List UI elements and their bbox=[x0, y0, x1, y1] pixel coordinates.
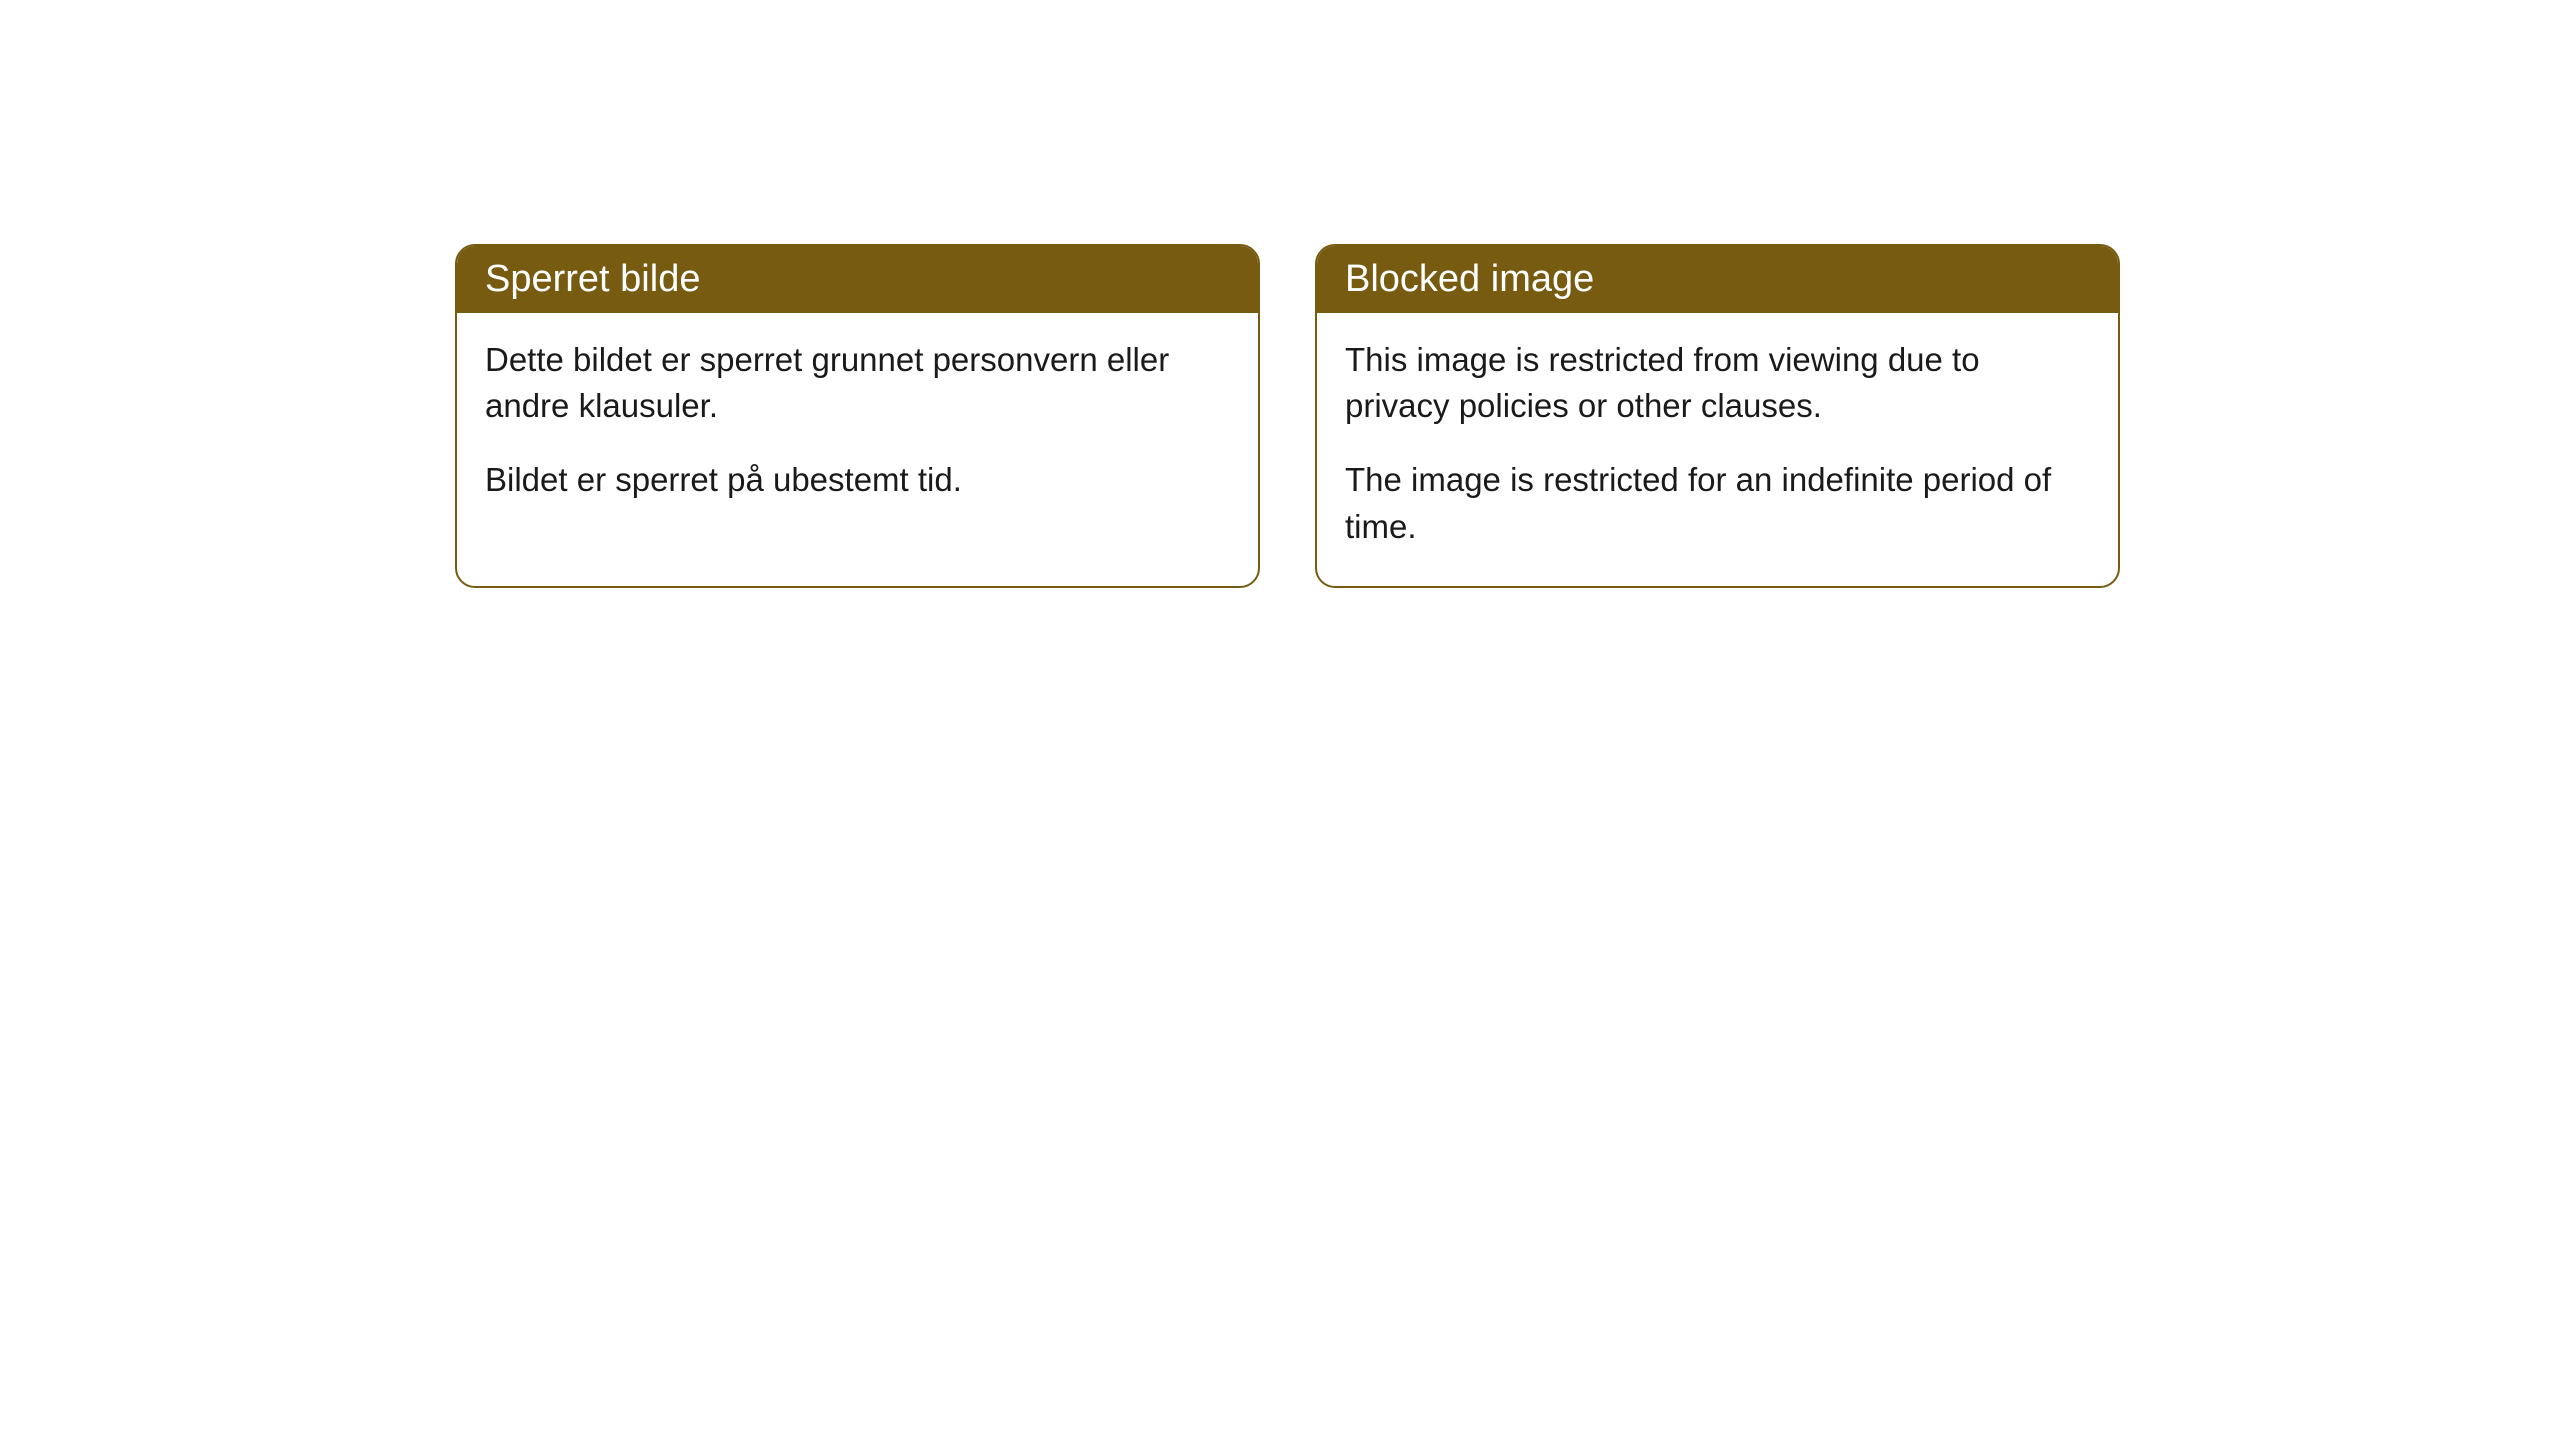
blocked-image-card-english: Blocked image This image is restricted f… bbox=[1315, 244, 2120, 588]
blocked-image-card-norwegian: Sperret bilde Dette bildet er sperret gr… bbox=[455, 244, 1260, 588]
card-header-english: Blocked image bbox=[1317, 246, 2118, 313]
card-paragraph-1-norwegian: Dette bildet er sperret grunnet personve… bbox=[485, 337, 1230, 429]
card-paragraph-1-english: This image is restricted from viewing du… bbox=[1345, 337, 2090, 429]
card-body-english: This image is restricted from viewing du… bbox=[1317, 313, 2118, 586]
card-body-norwegian: Dette bildet er sperret grunnet personve… bbox=[457, 313, 1258, 540]
card-header-norwegian: Sperret bilde bbox=[457, 246, 1258, 313]
card-paragraph-2-norwegian: Bildet er sperret på ubestemt tid. bbox=[485, 457, 1230, 503]
cards-container: Sperret bilde Dette bildet er sperret gr… bbox=[455, 244, 2120, 588]
card-paragraph-2-english: The image is restricted for an indefinit… bbox=[1345, 457, 2090, 549]
